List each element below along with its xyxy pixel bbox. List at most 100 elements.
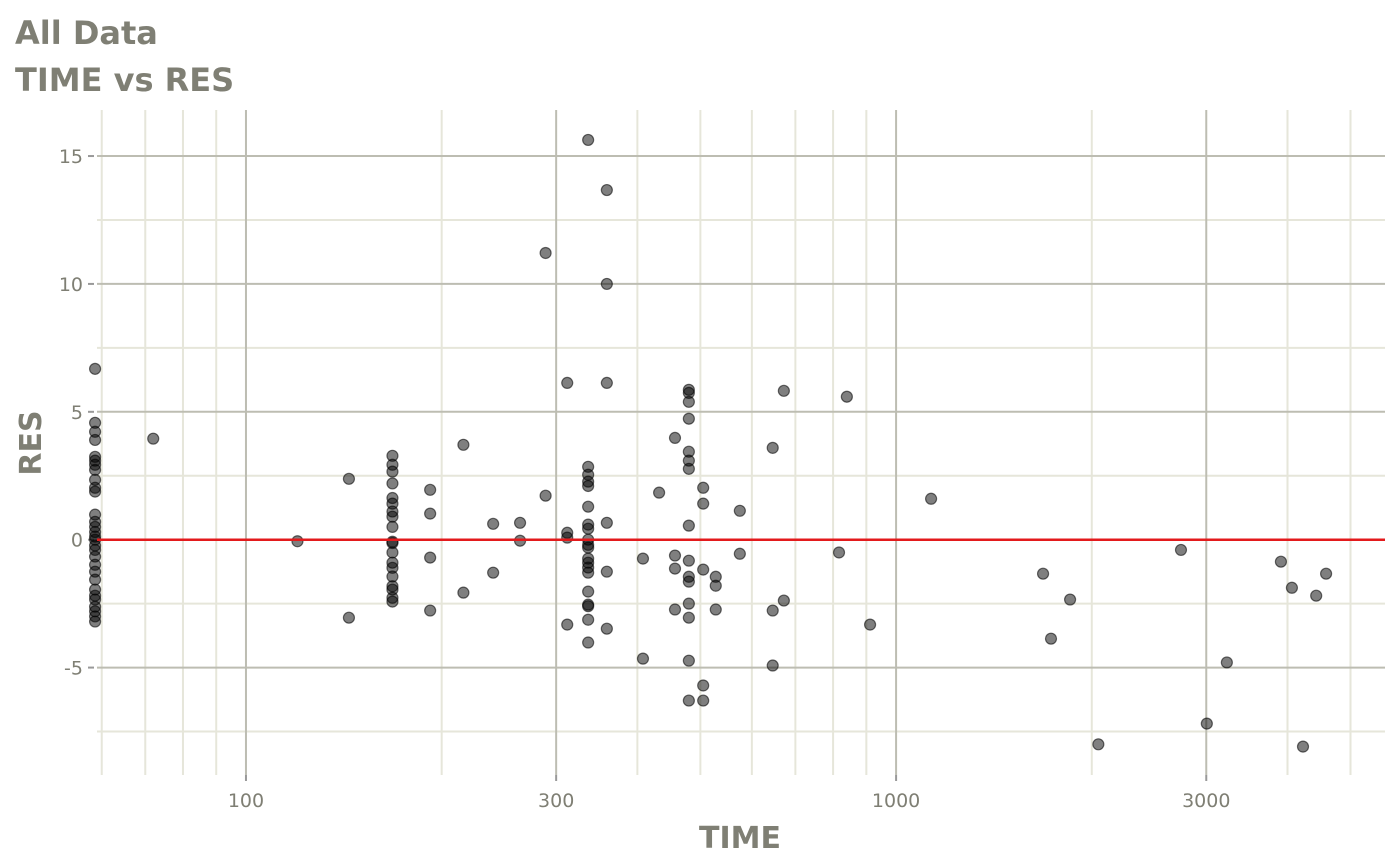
chart-title: All Data <box>15 14 158 52</box>
data-point <box>582 500 595 513</box>
data-point <box>697 497 710 510</box>
data-point <box>1310 589 1323 602</box>
x-tick-label: 100 <box>228 790 264 812</box>
data-point <box>777 594 790 607</box>
data-point <box>386 595 399 608</box>
data-point <box>1200 717 1213 730</box>
data-point <box>424 551 437 564</box>
data-point <box>733 504 746 517</box>
data-point <box>682 554 695 567</box>
data-point <box>88 485 102 498</box>
data-point <box>582 636 595 649</box>
data-point <box>582 566 595 579</box>
data-point <box>386 477 399 490</box>
data-point <box>668 549 682 562</box>
y-tick-label: 10 <box>59 274 83 296</box>
data-point <box>487 517 500 530</box>
data-point <box>600 565 613 578</box>
y-tick-label: 0 <box>71 530 83 552</box>
y-tick-label: -5 <box>64 658 83 680</box>
data-point <box>600 376 613 390</box>
data-point <box>600 516 613 529</box>
data-point <box>697 694 710 707</box>
data-point <box>682 694 695 707</box>
data-point <box>766 659 779 672</box>
data-point <box>88 433 102 447</box>
data-point <box>1063 593 1077 606</box>
data-point <box>424 483 437 496</box>
data-point <box>88 362 102 375</box>
data-point <box>682 611 695 624</box>
grid <box>97 110 1385 775</box>
data-point <box>1296 740 1310 753</box>
data-point <box>636 552 650 565</box>
data-point <box>1220 656 1233 669</box>
data-point <box>561 376 574 390</box>
data-point <box>840 390 853 403</box>
data-point <box>863 618 877 631</box>
data-point <box>513 516 527 529</box>
data-point <box>487 566 500 579</box>
data-point <box>582 479 595 493</box>
data-point <box>697 563 710 576</box>
data-point <box>668 562 682 575</box>
x-tick-label: 1000 <box>872 790 920 812</box>
data-point <box>147 432 160 445</box>
data-point <box>88 573 102 586</box>
data-point <box>561 531 574 544</box>
y-tick-label: 5 <box>71 402 83 424</box>
data-point <box>697 679 710 692</box>
data-point <box>682 575 695 588</box>
data-point <box>582 133 595 147</box>
data-point <box>582 585 595 598</box>
points <box>88 133 1333 753</box>
data-point <box>582 541 595 554</box>
data-point <box>636 652 650 665</box>
data-point <box>1174 543 1188 557</box>
y-tick-label: 15 <box>59 146 83 168</box>
data-point <box>653 486 666 499</box>
data-point <box>539 489 552 502</box>
data-point <box>682 597 695 610</box>
data-point <box>386 520 399 534</box>
data-point <box>668 431 682 444</box>
x-tick-label: 300 <box>538 790 574 812</box>
data-point <box>668 603 682 616</box>
data-point <box>561 618 574 631</box>
data-point <box>88 463 102 476</box>
data-point <box>457 438 470 451</box>
x-tick-label: 3000 <box>1182 790 1230 812</box>
data-point <box>766 441 779 454</box>
data-point <box>582 522 595 535</box>
data-point <box>600 277 613 291</box>
data-point <box>682 395 695 408</box>
data-point <box>582 613 595 626</box>
axis-ticks: 100 300 1000 3000 -5 0 5 10 15 <box>59 146 1231 812</box>
data-point <box>682 462 695 475</box>
data-point <box>697 481 710 494</box>
x-axis-label: TIME <box>699 821 781 856</box>
data-point <box>342 472 356 485</box>
data-point <box>1285 581 1299 594</box>
chart-subtitle: TIME vs RES <box>15 61 234 99</box>
data-point <box>386 465 399 478</box>
data-point <box>709 579 722 592</box>
y-axis-label: RES <box>14 410 49 475</box>
data-point <box>1092 738 1105 751</box>
data-point <box>582 600 595 613</box>
data-point <box>766 604 779 617</box>
data-point <box>733 547 746 560</box>
data-point <box>777 384 790 397</box>
data-point <box>682 519 695 532</box>
data-point <box>1036 567 1050 580</box>
data-point <box>291 535 304 548</box>
data-point <box>424 507 437 520</box>
data-point <box>600 183 613 197</box>
data-point <box>709 603 722 616</box>
data-point <box>386 510 399 523</box>
data-point <box>457 586 470 599</box>
data-point <box>424 604 437 617</box>
data-point <box>600 622 613 635</box>
data-point <box>924 492 938 505</box>
